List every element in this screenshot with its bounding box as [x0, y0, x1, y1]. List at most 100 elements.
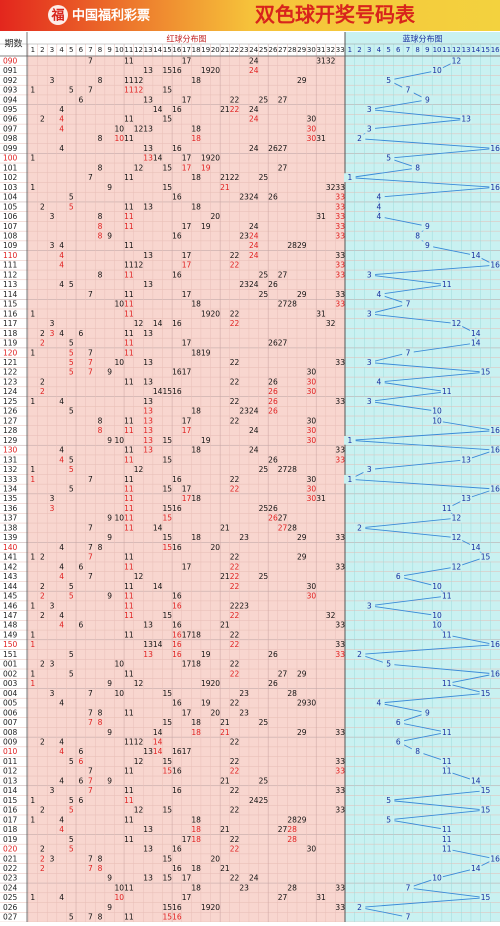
blue-ball-number: 2 [357, 523, 362, 532]
blue-ball-number: 7 [406, 300, 411, 309]
red-ball-number: 18 [191, 300, 201, 309]
red-ball-number: 30 [307, 368, 317, 377]
red-ball-number: 17 [182, 708, 192, 717]
red-ball-number: 29 [297, 76, 307, 85]
red-ball-number: 7 [88, 572, 93, 581]
red-ball-number: 22 [230, 640, 240, 649]
red-ball-number: 24 [249, 874, 259, 883]
red-ball-number: 8 [98, 708, 103, 717]
red-ball-number: 18 [191, 864, 201, 873]
red-ball-number: 19 [201, 699, 211, 708]
blue-ball-bg [479, 688, 492, 698]
period-label: 015 [3, 796, 18, 805]
blue-ball-bg [402, 299, 414, 309]
red-ball-number: 11 [124, 913, 134, 922]
blue-ball-number: 6 [396, 737, 401, 746]
red-ball-number: 1 [30, 679, 35, 688]
red-ball-number: 16 [172, 144, 182, 153]
red-ball-number: 5 [69, 592, 74, 601]
period-label: 122 [3, 368, 18, 377]
blue-ball-bg [392, 572, 405, 581]
blue-ball-bg [479, 552, 492, 562]
red-ball-number: 10 [114, 893, 124, 902]
red-col-number: 4 [59, 46, 64, 54]
period-label: 003 [3, 679, 18, 688]
red-ball-number: 13 [143, 144, 153, 153]
blue-ball-bg [421, 95, 434, 105]
red-ball-number: 19 [201, 222, 211, 231]
red-ball-number: 18 [191, 76, 201, 85]
red-col-number: 21 [220, 46, 229, 54]
red-ball-number: 17 [182, 261, 192, 270]
red-ball-number: 17 [182, 562, 192, 571]
red-ball-number: 4 [59, 261, 64, 270]
red-ball-number: 2 [40, 582, 45, 591]
blue-ball-number: 1 [347, 436, 352, 445]
red-ball-number: 1 [30, 154, 35, 163]
period-label: 149 [3, 630, 18, 639]
period-label: 105 [3, 202, 18, 211]
blue-ball-number: 3 [367, 397, 372, 406]
red-ball-number: 22 [230, 553, 240, 562]
red-ball-number: 24 [249, 115, 259, 124]
red-ball-number: 5 [69, 913, 74, 922]
red-ball-number: 17 [182, 368, 192, 377]
red-ball-number: 13 [143, 640, 153, 649]
period-label: 143 [3, 572, 18, 581]
blue-ball-bg [373, 212, 385, 221]
red-ball-number: 11 [124, 883, 134, 892]
red-ball-number: 33 [335, 222, 345, 231]
blue-ball-bg [440, 766, 453, 776]
red-ball-number: 30 [307, 416, 317, 425]
blue-ball-bg [363, 465, 376, 474]
red-ball-number: 8 [98, 76, 103, 85]
red-ball-number: 10 [114, 660, 124, 669]
period-label: 124 [3, 387, 18, 396]
period-label: 107 [3, 222, 18, 231]
red-ball-number: 33 [335, 300, 345, 309]
period-label: 148 [3, 621, 18, 630]
red-ball-number: 14 [153, 387, 163, 396]
blue-ball-number: 11 [442, 845, 452, 854]
blue-ball-bg [440, 630, 453, 640]
red-ball-number: 33 [335, 397, 345, 406]
red-ball-number: 4 [59, 280, 64, 289]
red-ball-number: 11 [124, 611, 134, 620]
red-ball-number: 14 [153, 747, 163, 756]
red-ball-number: 17 [182, 485, 192, 494]
blue-ball-number: 4 [377, 193, 382, 202]
blue-ball-bg [373, 202, 385, 212]
blue-ball-number: 1 [347, 475, 352, 484]
blue-ball-number: 9 [425, 708, 430, 717]
blue-ball-number: 11 [442, 679, 452, 688]
red-ball-number: 22 [230, 377, 240, 386]
period-label: 012 [3, 767, 18, 776]
blue-col-number: 5 [386, 46, 390, 54]
red-ball-number: 17 [182, 426, 192, 435]
red-ball-number: 22 [230, 397, 240, 406]
red-ball-number: 1 [30, 796, 35, 805]
red-ball-number: 22 [230, 485, 240, 494]
red-col-number: 8 [98, 46, 102, 54]
period-label: 009 [3, 737, 18, 746]
red-ball-number: 17 [182, 660, 192, 669]
period-label: 024 [3, 883, 18, 892]
red-ball-number: 21 [220, 105, 230, 114]
period-label: 150 [3, 640, 18, 649]
blue-ball-bg [392, 718, 405, 727]
red-ball-number: 8 [98, 426, 103, 435]
blue-ball-bg [431, 416, 443, 426]
red-ball-number: 30 [307, 436, 317, 445]
red-ball-number: 1 [30, 348, 35, 357]
red-ball-number: 9 [107, 368, 112, 377]
red-ball-number: 8 [98, 854, 103, 863]
red-ball-number: 15 [163, 913, 173, 922]
red-ball-number: 26 [268, 455, 278, 464]
red-col-number: 19 [201, 46, 210, 54]
red-ball-number: 13 [143, 95, 153, 104]
blue-ball-bg [382, 795, 395, 805]
red-ball-number: 7 [88, 543, 93, 552]
blue-ball-bg [450, 533, 463, 543]
red-ball-number: 18 [191, 825, 201, 834]
red-ball-number: 8 [98, 232, 103, 241]
